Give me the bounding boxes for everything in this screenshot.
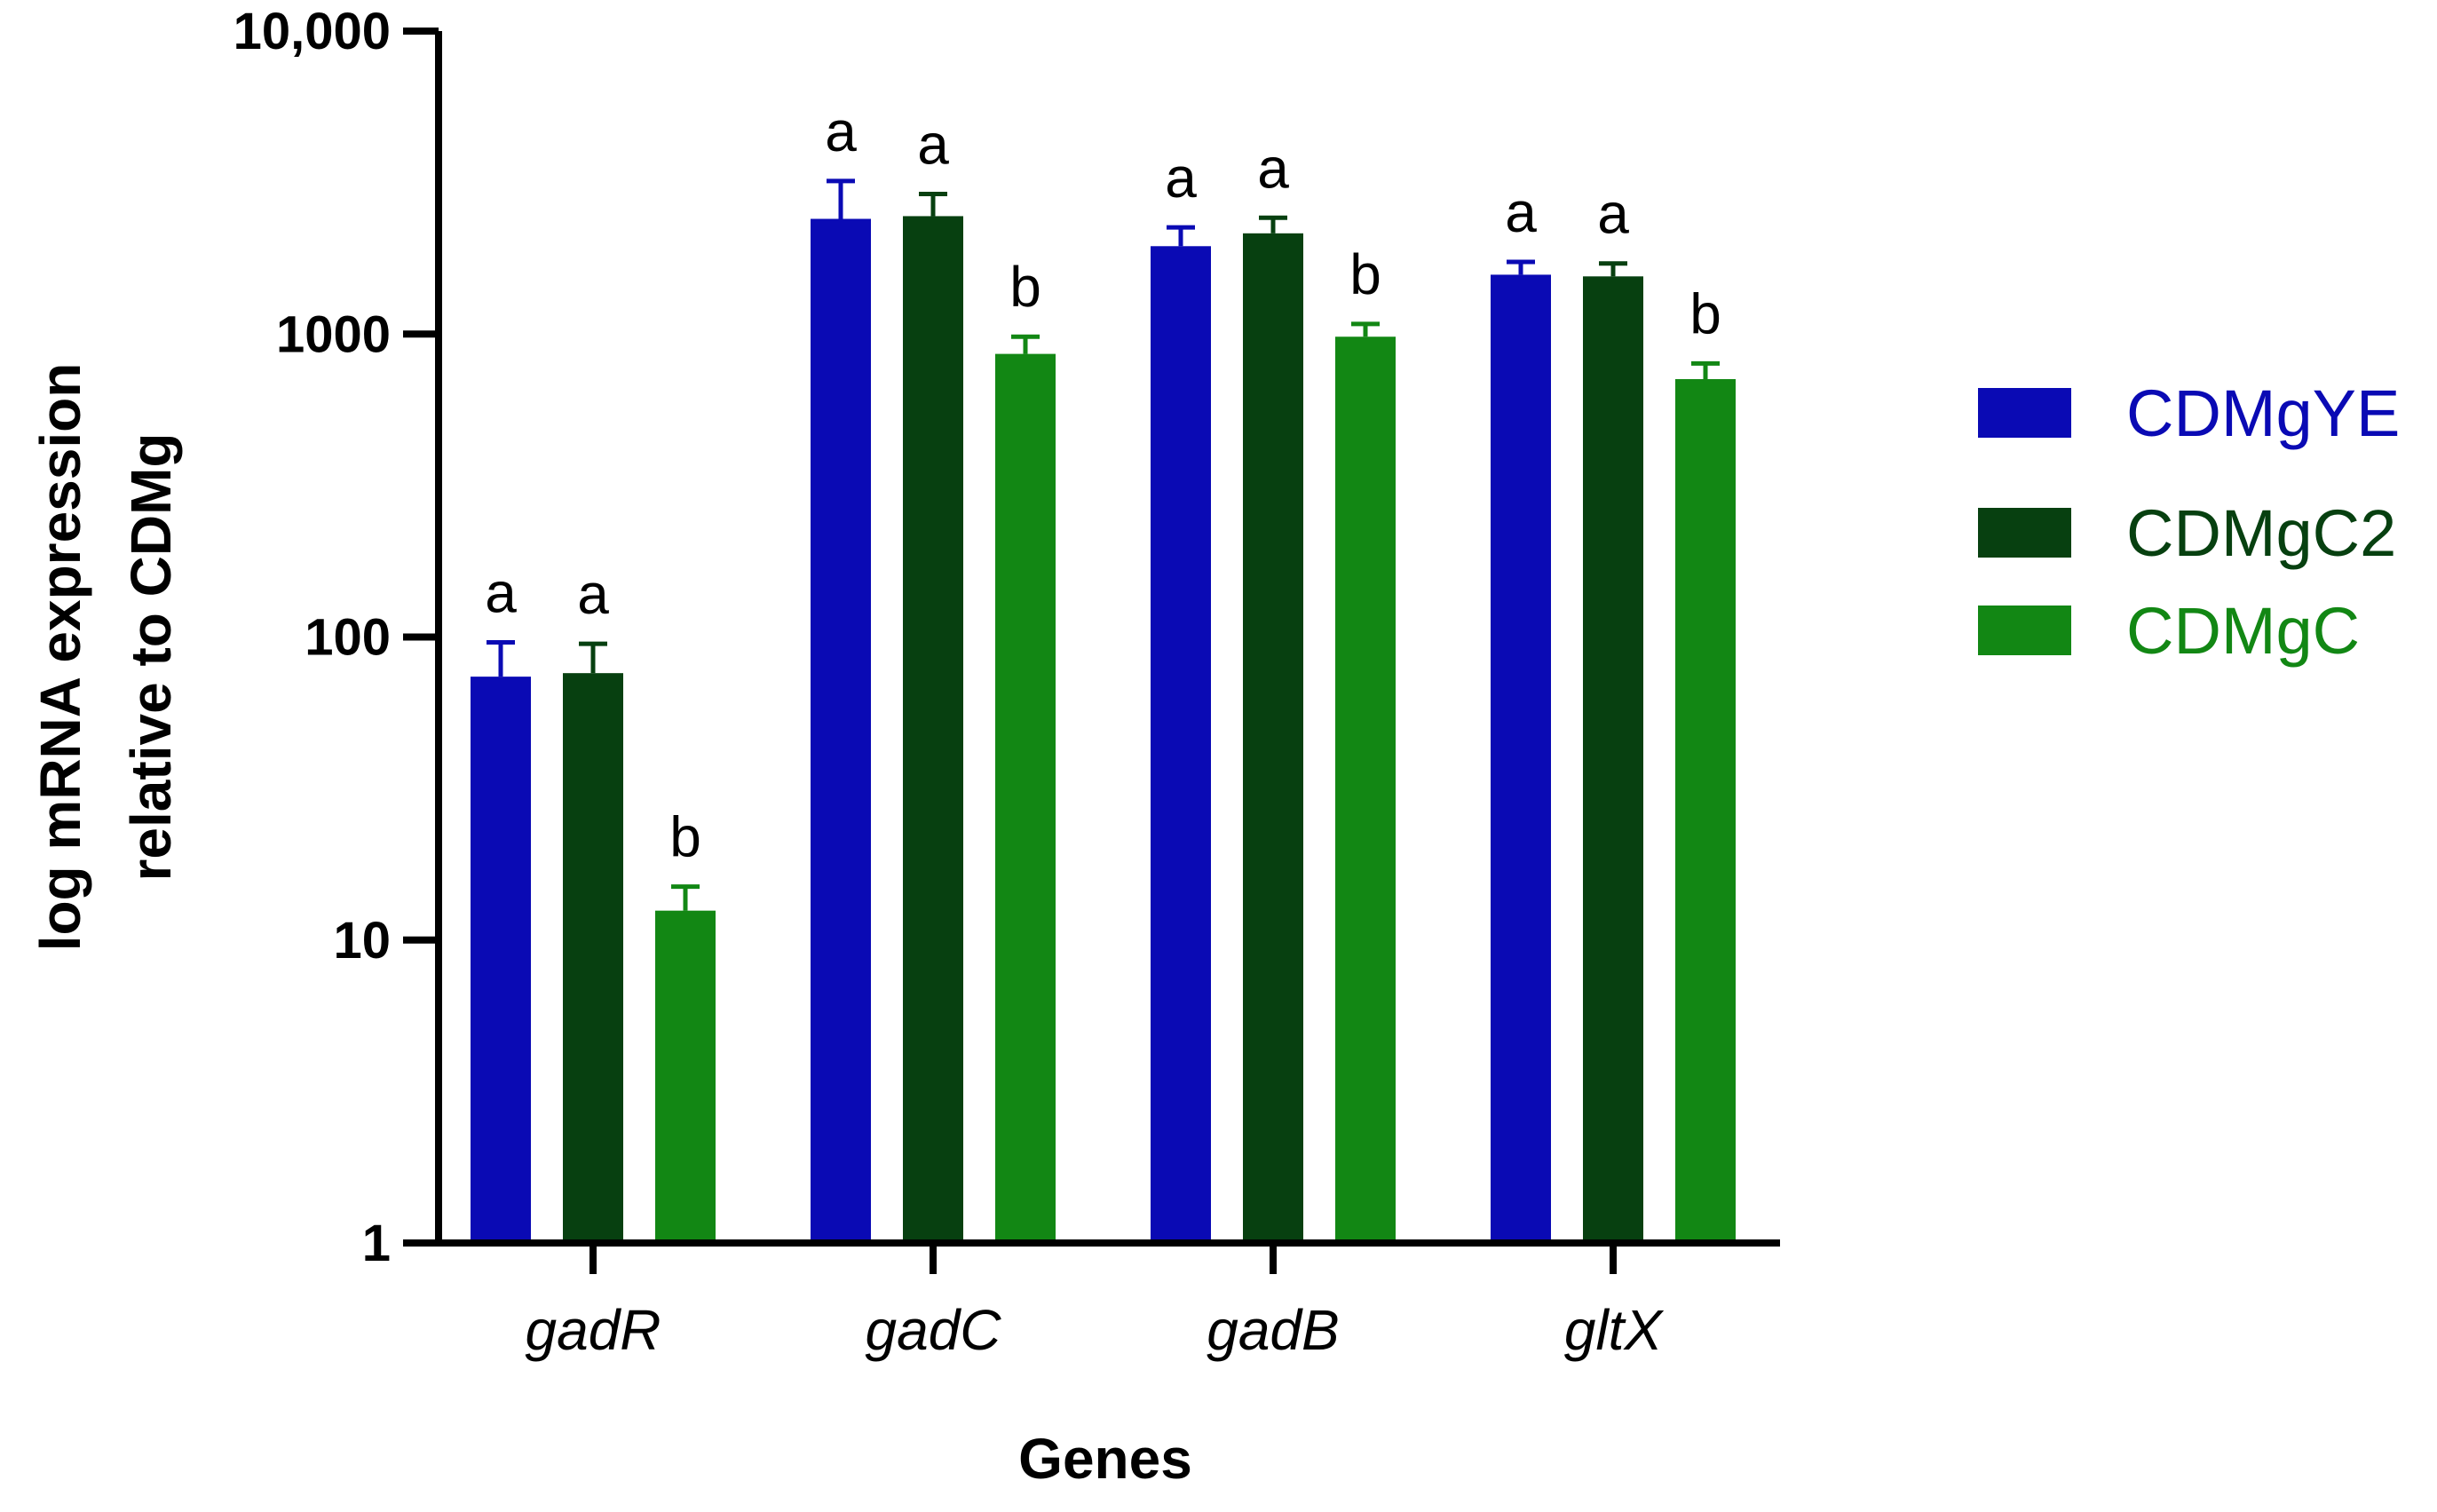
- significance-label: a: [577, 562, 609, 626]
- x-tick-label: gltX: [1564, 1298, 1665, 1362]
- legend-label: CDMgYE: [2126, 376, 2400, 450]
- x-tick-label: gadR: [526, 1298, 661, 1362]
- x-tick-label: gadB: [1207, 1298, 1339, 1362]
- legend-swatch: [1978, 606, 2071, 655]
- significance-label: b: [1009, 255, 1041, 319]
- significance-label: a: [1257, 136, 1289, 200]
- y-axis-title-line-1: log mRNA expression: [28, 363, 92, 952]
- bar: [563, 673, 623, 1243]
- significance-label: b: [669, 805, 701, 869]
- y-tick-label: 1: [362, 1215, 391, 1272]
- labels-layer: Genes log mRNA expression relative to CD…: [28, 363, 1192, 1491]
- bar: [811, 218, 871, 1243]
- bar: [1675, 379, 1736, 1244]
- bar: [1491, 274, 1551, 1244]
- significance-label: a: [1597, 182, 1629, 246]
- legend-label: CDMgC2: [2126, 496, 2396, 570]
- y-tick-label: 10,000: [233, 3, 391, 60]
- legend-swatch: [1978, 388, 2071, 438]
- y-axis-title-line-2: relative to CDMg: [119, 433, 183, 882]
- x-tick-label: gadC: [866, 1298, 1002, 1362]
- legend-label: CDMgC: [2126, 594, 2360, 668]
- bar: [655, 910, 716, 1243]
- x-axis-title: Genes: [1018, 1427, 1192, 1491]
- ticks-layer: 1 10 100 1000 10,000 gadR gadC gadB gltX: [233, 3, 1665, 1362]
- bar: [1335, 336, 1396, 1243]
- bar: [903, 216, 963, 1244]
- significance-label: b: [1349, 242, 1381, 306]
- legend-swatch: [1978, 508, 2071, 558]
- bar: [1583, 276, 1643, 1243]
- significance-label: a: [917, 112, 949, 176]
- y-tick-label: 100: [305, 609, 391, 667]
- bars-layer: a aba aba aba ab: [471, 99, 1736, 1244]
- bar: [995, 353, 1056, 1243]
- significance-label: b: [1689, 281, 1721, 345]
- y-tick-label: 1000: [276, 305, 391, 363]
- y-tick-label: 10: [333, 912, 391, 970]
- bar: [1243, 233, 1303, 1243]
- bar: [1151, 246, 1211, 1244]
- legend: CDMgYE CDMgC2 CDMgC: [1978, 376, 2400, 668]
- bar: [471, 677, 531, 1243]
- significance-label: a: [485, 561, 517, 625]
- significance-label: a: [825, 99, 857, 163]
- significance-label: a: [1505, 180, 1537, 244]
- significance-label: a: [1165, 146, 1197, 210]
